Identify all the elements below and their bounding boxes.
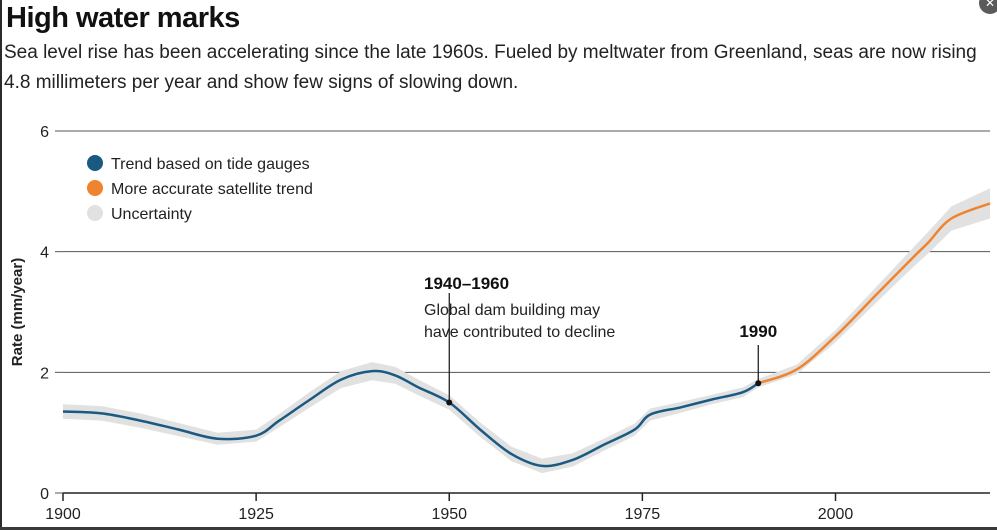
annotation-dot-1950 <box>446 399 453 406</box>
y-tick-label-2: 2 <box>40 365 49 382</box>
y-axis-title: Rate (mm/year) <box>9 258 26 366</box>
chart-title: High water marks <box>6 2 240 34</box>
x-tick-label-1900: 1900 <box>45 506 81 523</box>
x-tick-label-1950: 1950 <box>431 506 467 523</box>
legend-swatch-2 <box>87 205 103 221</box>
annotation-heading-1990: 1990 <box>739 322 777 341</box>
x-tick-label-1925: 1925 <box>238 506 274 523</box>
legend-swatch-1 <box>87 180 103 196</box>
chart-subtitle: Sea level rise has been accelerating sin… <box>4 42 977 93</box>
y-tick-label-6: 6 <box>40 124 49 141</box>
legend-swatch-0 <box>87 155 103 171</box>
annotation-body-line-0: Global dam building may <box>424 302 600 319</box>
close-icon[interactable]: ✕ <box>979 0 997 14</box>
legend-label-2: Uncertainty <box>111 206 192 223</box>
uncertainty-band-0 <box>63 362 759 474</box>
uncertainty-band-1 <box>758 188 990 388</box>
y-tick-label-4: 4 <box>40 245 49 262</box>
x-tick-label-2000: 2000 <box>818 506 854 523</box>
y-tick-label-0: 0 <box>40 486 49 503</box>
annotation-heading-1940-1960: 1940–1960 <box>424 274 509 293</box>
window-left-border <box>0 0 2 530</box>
legend-label-0: Trend based on tide gauges <box>111 156 310 173</box>
annotation-body-line-1: have contributed to decline <box>424 324 615 341</box>
tide-gauge-trend-line <box>62 369 759 468</box>
annotation-dot-1990 <box>755 380 762 387</box>
legend-label-1: More accurate satellite trend <box>111 181 313 198</box>
window-bottom-border <box>0 527 997 530</box>
x-tick-label-1975: 1975 <box>625 506 661 523</box>
satellite-trend-line <box>757 202 991 385</box>
